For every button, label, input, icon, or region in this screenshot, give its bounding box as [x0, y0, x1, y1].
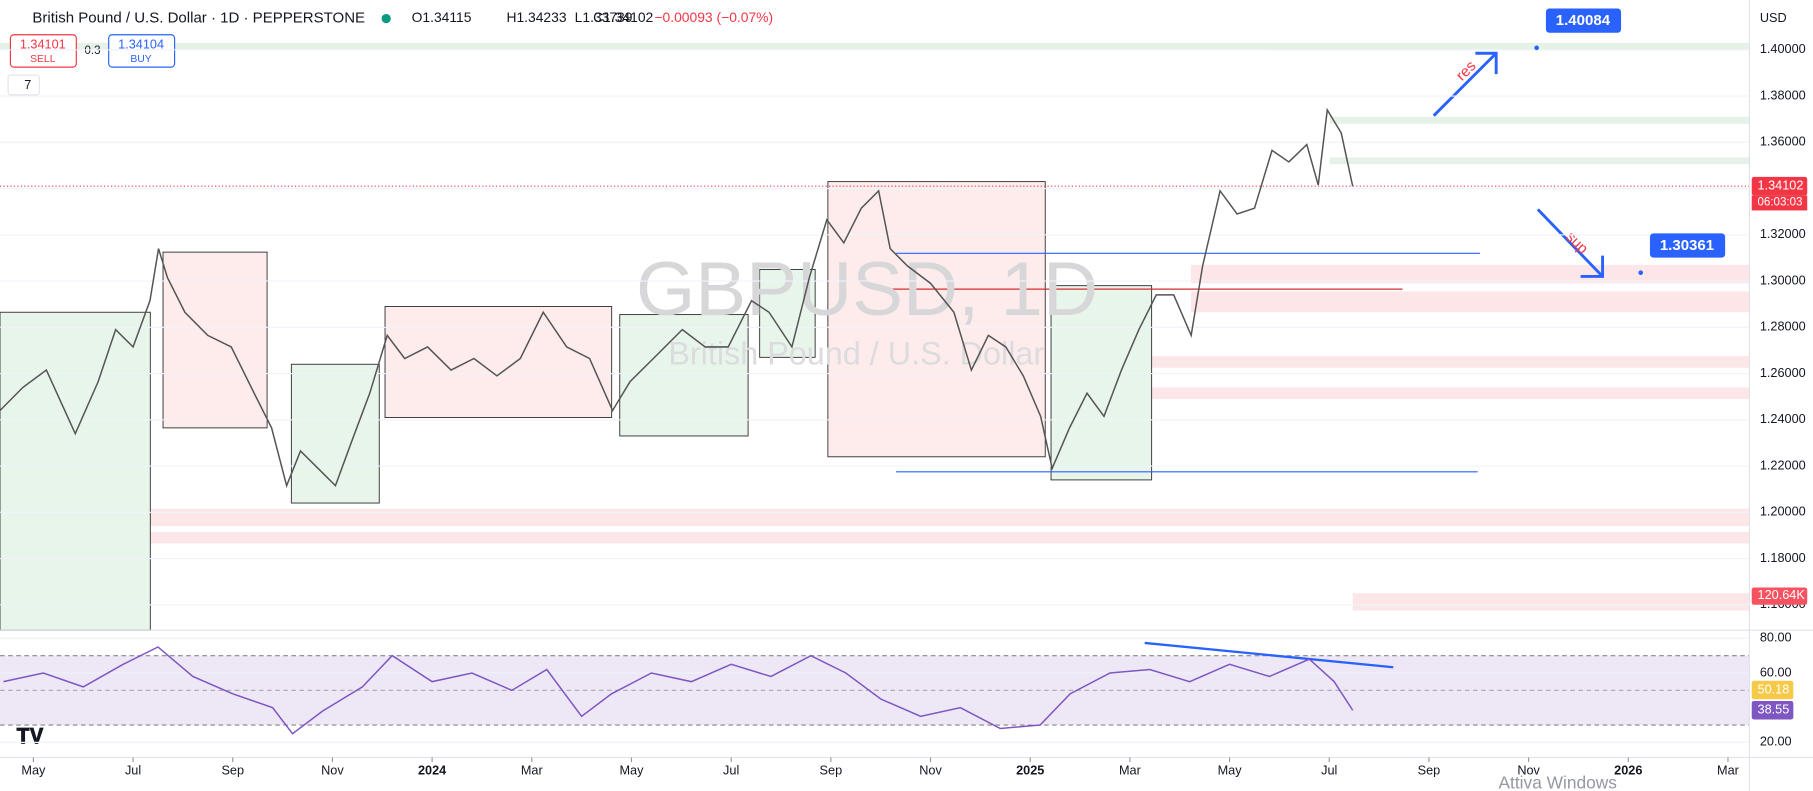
- x-tick-label: Mar: [1119, 763, 1142, 778]
- x-tick-label: Nov: [919, 763, 942, 778]
- y-tick-label: 1.32000: [1760, 226, 1806, 241]
- y-tick-label: 1.22000: [1760, 457, 1806, 472]
- range-box: [162, 251, 268, 429]
- currency[interactable]: USD: [1760, 10, 1787, 25]
- range-box: [619, 314, 749, 437]
- x-tick-label: Sep: [820, 763, 843, 778]
- x-tick-label: Mar: [1717, 763, 1740, 778]
- zone: [1190, 264, 1750, 284]
- x-tick-label: 2024: [418, 763, 446, 778]
- y-tick-label: 1.26000: [1760, 365, 1806, 380]
- watermark-name: British Pound / U.S. Dollar: [668, 336, 1044, 372]
- x-tick-label: 2026: [1614, 763, 1642, 778]
- y-tick-label: 80.00: [1760, 630, 1792, 645]
- arrow-head: [1475, 51, 1498, 75]
- x-tick-label: Nov: [321, 763, 344, 778]
- range-box: [827, 181, 1046, 458]
- price-line: [0, 107, 1354, 489]
- x-tick-label: Jul: [125, 763, 141, 778]
- y-tick-label: 20.00: [1760, 734, 1792, 749]
- divergence-line: [1144, 641, 1394, 669]
- rsi-line: [3, 646, 1354, 735]
- axis-tag: [1751, 176, 1808, 196]
- y-tick-label: 1.30000: [1760, 272, 1806, 287]
- sell-label[interactable]: SELL: [30, 54, 56, 65]
- range-box: [384, 306, 613, 418]
- level-label: 1.30361: [1660, 237, 1714, 254]
- zone: [0, 508, 1750, 527]
- x-tick-label: May: [619, 763, 644, 778]
- level-callout: [1649, 233, 1726, 258]
- buy-label[interactable]: BUY: [130, 54, 151, 65]
- sell-button[interactable]: [9, 34, 77, 68]
- x-tick-label: May: [21, 763, 46, 778]
- indicators-count[interactable]: 7: [24, 77, 31, 92]
- symbol-title: British Pound / U.S. Dollar · 1D · PEPPE…: [32, 10, 365, 27]
- level-point: [1638, 270, 1644, 275]
- y-tick-label: 60.00: [1760, 664, 1792, 679]
- axis-tag-label: 38.55: [1758, 702, 1790, 717]
- zone: [1329, 116, 1750, 124]
- axis-tag: [1751, 700, 1794, 720]
- x-tick-label: Jul: [723, 763, 739, 778]
- zones: [0, 42, 1750, 611]
- buy-price[interactable]: 1.34104: [118, 37, 164, 52]
- windows-notice: Attiva Windows: [1499, 773, 1618, 791]
- y-tick-label: 1.18000: [1760, 550, 1806, 565]
- range-box: [290, 363, 380, 504]
- arrow: [1432, 53, 1497, 117]
- watermark-symbol: GBPUSD, 1D: [636, 247, 1098, 332]
- volume-label: 120.64K: [1758, 587, 1806, 602]
- range-box: [0, 311, 151, 631]
- range-box: [1050, 285, 1153, 481]
- y-tick-label: 1.38000: [1760, 87, 1806, 102]
- sell-price[interactable]: 1.34101: [20, 37, 66, 52]
- level-callout: [1545, 8, 1622, 33]
- x-tick-label: Sep: [1418, 763, 1441, 778]
- buy-button[interactable]: [108, 34, 176, 68]
- y-tick-label: 1.36000: [1760, 134, 1806, 149]
- logo: 𝐓𝐕: [16, 725, 44, 748]
- ohlc-high: H1.34233: [506, 9, 566, 25]
- level-point: [1534, 45, 1539, 51]
- axis-tag: [1751, 680, 1794, 700]
- countdown: 06:03:03: [1758, 196, 1803, 208]
- y-tick-label: 1.24000: [1760, 411, 1806, 426]
- trend-lines: [0, 51, 1750, 473]
- x-tick-label: Sep: [221, 763, 244, 778]
- y-tick-label: 1.40000: [1760, 41, 1806, 56]
- axis-tag-label: 1.34102: [1758, 178, 1804, 193]
- ohlc-change: −0.00093 (−0.07%): [654, 9, 773, 25]
- volume-tag: [1751, 587, 1808, 605]
- spread: 0.3: [84, 45, 100, 57]
- ohlc-close: C1.34102: [593, 9, 653, 25]
- arrow-head: [1580, 255, 1605, 278]
- zone: [0, 531, 1750, 544]
- y-tick-label: 1.20000: [1760, 504, 1806, 519]
- zone: [1110, 387, 1750, 399]
- x-tick-label: Mar: [521, 763, 544, 778]
- market-status: [381, 13, 391, 24]
- arrow: [1536, 208, 1603, 277]
- countdown-bg: [1751, 195, 1808, 211]
- zone: [1329, 157, 1750, 165]
- x-tick-label: Nov: [1517, 763, 1540, 778]
- axis-tag-label: 50.18: [1758, 681, 1790, 696]
- level-label: 1.40084: [1556, 12, 1611, 29]
- boxes: [0, 181, 1153, 631]
- zone: [1190, 291, 1750, 313]
- zone: [1352, 593, 1750, 611]
- x-tick-label: 2025: [1016, 763, 1044, 778]
- ohlc-low-visible: L1.33739: [575, 9, 633, 25]
- y-tick-label: 1.28000: [1760, 319, 1806, 334]
- ohlc-open: O1.34115: [412, 9, 472, 25]
- zone: [0, 42, 1750, 50]
- zone: [1138, 356, 1750, 368]
- x-tick-label: May: [1218, 763, 1243, 778]
- indicators-toggle[interactable]: [7, 74, 40, 96]
- x-tick-label: Jul: [1321, 763, 1337, 778]
